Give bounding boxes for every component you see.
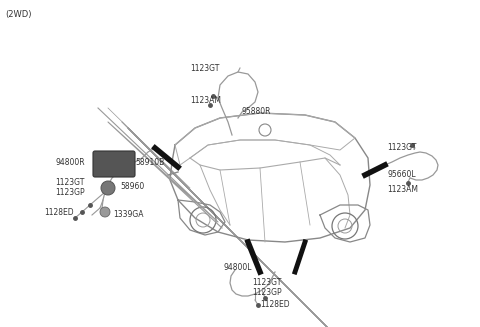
- Text: 1123GP: 1123GP: [252, 288, 282, 297]
- Text: (2WD): (2WD): [5, 10, 32, 19]
- Text: 1128ED: 1128ED: [44, 208, 73, 217]
- Text: 1123GP: 1123GP: [55, 188, 84, 197]
- Text: 58960: 58960: [120, 182, 144, 191]
- Text: 58910B: 58910B: [135, 158, 164, 167]
- Text: 95880R: 95880R: [242, 107, 272, 116]
- Text: 1123GT: 1123GT: [387, 143, 416, 152]
- Circle shape: [101, 181, 115, 195]
- Text: 94800R: 94800R: [55, 158, 84, 167]
- Text: 1123GT: 1123GT: [55, 178, 84, 187]
- Text: 1123GT: 1123GT: [190, 64, 219, 73]
- Text: 1123AM: 1123AM: [190, 96, 221, 105]
- Text: 1123AM: 1123AM: [387, 185, 418, 194]
- Text: 1123GT: 1123GT: [252, 278, 281, 287]
- Text: 1339GA: 1339GA: [113, 210, 144, 219]
- Text: 95660L: 95660L: [388, 170, 417, 179]
- Circle shape: [100, 207, 110, 217]
- Text: 1128ED: 1128ED: [260, 300, 289, 309]
- FancyBboxPatch shape: [93, 151, 135, 177]
- Text: 94800L: 94800L: [224, 263, 252, 272]
